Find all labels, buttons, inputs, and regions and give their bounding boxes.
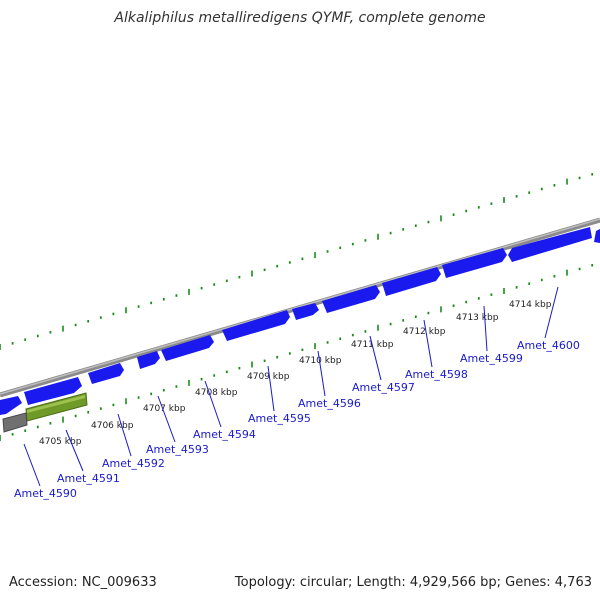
gene-arrow[interactable]: [292, 303, 319, 320]
gene-leader-line: [423, 319, 433, 368]
accession-text: Accession: NC_009633: [9, 575, 157, 590]
gene-leader-line: [369, 335, 382, 381]
gene-label[interactable]: Amet_4598: [405, 368, 468, 381]
gene-arrow[interactable]: [442, 248, 507, 278]
gene-label[interactable]: Amet_4590: [14, 487, 77, 500]
topology-text: Topology: circular; Length: 4,929,566 bp…: [234, 575, 592, 590]
gene-label[interactable]: Amet_4594: [193, 428, 256, 441]
gene-leader-line: [204, 380, 222, 428]
kbp-label: 4708 kbp: [195, 388, 238, 398]
gene-leader-line: [544, 286, 559, 339]
gene-leader-line: [267, 365, 275, 412]
grey-feature[interactable]: [2, 412, 28, 433]
gene-arrow[interactable]: [594, 229, 600, 243]
map-title: Alkaliphilus metalliredigens QYMF, compl…: [114, 10, 486, 26]
gene-arrow[interactable]: [222, 310, 290, 341]
inner-tick-ring: [0, 264, 594, 441]
gene-label[interactable]: Amet_4600: [517, 339, 580, 352]
gene-arrow[interactable]: [137, 351, 160, 369]
gene-arrow[interactable]: [161, 335, 214, 361]
kbp-label: 4709 kbp: [247, 372, 290, 382]
gene-arrow[interactable]: [508, 227, 592, 262]
gene-label[interactable]: Amet_4596: [298, 397, 361, 410]
gene-label[interactable]: Amet_4595: [248, 412, 311, 425]
gene-arrow[interactable]: [88, 363, 124, 384]
gene-label[interactable]: Amet_4591: [57, 472, 120, 485]
gene-leader-line: [157, 395, 176, 443]
kbp-label: 4705 kbp: [39, 437, 82, 447]
kbp-label: 4712 kbp: [403, 327, 446, 337]
gene-arrow[interactable]: [382, 267, 441, 296]
gene-leader-line: [23, 443, 41, 487]
gene-arrow[interactable]: [24, 377, 82, 405]
gene-label[interactable]: Amet_4597: [352, 381, 415, 394]
gene-label[interactable]: Amet_4592: [102, 457, 165, 470]
gene-leader-line: [483, 305, 488, 352]
outer-tick-ring: [0, 173, 594, 350]
kbp-label: 4714 kbp: [509, 300, 552, 310]
gene-leader-lines: [23, 286, 559, 487]
gene-leader-line: [117, 413, 132, 457]
gene-leader-line: [317, 350, 326, 397]
kbp-label: 4713 kbp: [456, 313, 499, 323]
kbp-label: 4706 kbp: [91, 421, 134, 431]
kbp-label: 4707 kbp: [143, 404, 186, 414]
gene-arrow[interactable]: [0, 396, 22, 415]
kbp-label: 4710 kbp: [299, 356, 342, 366]
gene-leader-line: [65, 429, 84, 472]
gene-label[interactable]: Amet_4593: [146, 443, 209, 456]
gene-arrow[interactable]: [322, 285, 380, 313]
gene-arrows: [0, 227, 600, 415]
gene-label[interactable]: Amet_4599: [460, 352, 523, 365]
